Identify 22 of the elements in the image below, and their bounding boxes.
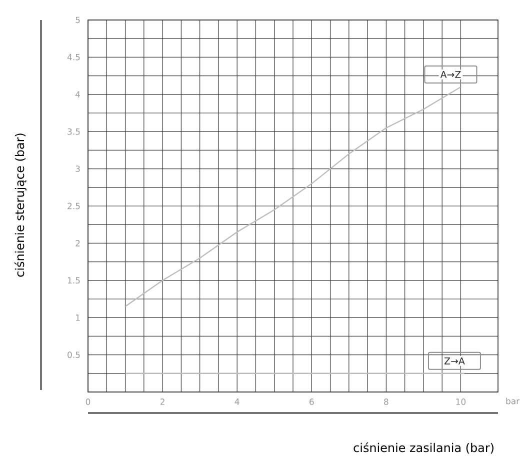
- y-tick-label: 3.5: [68, 128, 80, 135]
- text: bar: [506, 398, 520, 404]
- y-tick-label: 4: [76, 91, 80, 98]
- x-axis-title: ciśnienie zasilania (bar): [354, 442, 494, 454]
- line-series: [124, 86, 462, 308]
- y-tick-label: 0.5: [68, 352, 80, 358]
- y-tick-label: 2.5: [68, 202, 80, 210]
- y-axis-title: ciśnienie sterujące (bar): [14, 134, 26, 277]
- x-tick-label: 8: [384, 398, 388, 405]
- y-tick-label: 5: [76, 16, 80, 24]
- x-tick-label: 4: [234, 398, 240, 405]
- x-tick-label: 2: [160, 398, 164, 405]
- series-label: Z→A: [444, 357, 465, 364]
- y-tick-label: 3: [76, 166, 80, 172]
- y-tick-label: 4.5: [67, 54, 80, 60]
- y-tick-label: 1.5: [68, 277, 80, 284]
- x-tick-label: 0: [86, 398, 90, 405]
- x-tick-label: 10: [456, 398, 466, 405]
- x-tick-label: 6: [310, 398, 314, 405]
- y-tick-label: 2: [76, 240, 80, 246]
- y-tick-label: 1: [76, 314, 80, 321]
- series-label: A→Z: [440, 71, 461, 78]
